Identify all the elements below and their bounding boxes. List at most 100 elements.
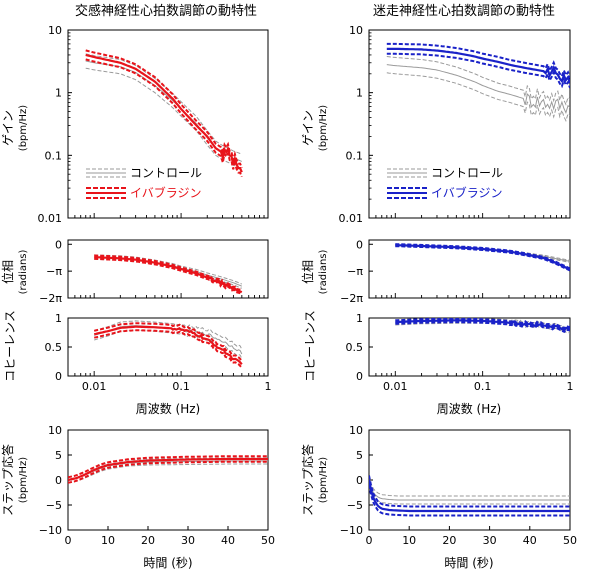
left-coh-xtick-label: 0.1	[172, 380, 190, 393]
right-gain-series-1-lower	[386, 52, 570, 89]
right-step-xtick-label: 50	[563, 534, 577, 547]
left-gain-ylabel: ゲイン (bpm/Hz)	[1, 105, 29, 151]
right-phase-ytick-label: −π	[347, 265, 363, 278]
svg-text:ステップ応答: ステップ応答	[300, 444, 315, 516]
legend-control-label: コントロール	[431, 166, 503, 180]
right-coh-series-1-upper	[395, 318, 570, 330]
svg-text:(bpm/Hz): (bpm/Hz)	[318, 105, 329, 151]
right-phase-panel: 0 −π −2π	[340, 238, 571, 305]
svg-text:(bpm/Hz): (bpm/Hz)	[18, 457, 29, 503]
right-coh-xtick-label: 0.1	[474, 380, 492, 393]
left-step-ytick-label: 10	[48, 424, 62, 437]
svg-text:コヒーレンス: コヒーレンス	[3, 310, 17, 382]
right-gain-series-0-upper	[386, 56, 570, 106]
svg-text:(bpm/Hz): (bpm/Hz)	[18, 105, 29, 151]
svg-text:ステップ応答: ステップ応答	[0, 444, 15, 516]
left-phase-ytick-label: −2π	[39, 292, 62, 305]
left-phase-panel: 0 −π −2π	[39, 238, 269, 305]
right-step-xtick-label: 40	[523, 534, 537, 547]
left-step-ytick-label: −5	[46, 499, 62, 512]
svg-text:位相: 位相	[300, 260, 315, 284]
right-step-series-0-mean	[369, 479, 570, 501]
right-coh-panel: 0 0.5 1 0.01 0.1 1	[346, 312, 574, 393]
left-gain-series-0-upper	[85, 53, 243, 155]
left-coh-ytick-label: 0.5	[45, 341, 63, 354]
left-step-xtick-label: 20	[141, 534, 155, 547]
left-gain-series-0-lower	[85, 67, 242, 169]
right-gain-series-0-mean	[386, 64, 570, 114]
right-coh-series-1-lower	[395, 321, 570, 334]
right-gain-ytick-label: 1	[356, 87, 363, 100]
left-phase-ytick-label: −π	[46, 265, 62, 278]
left-gain-series-1-lower	[85, 58, 243, 178]
right-phase-ytick-label: 0	[356, 238, 363, 251]
left-step-xtick-label: 10	[101, 534, 115, 547]
right-coh-xtick-label: 0.01	[383, 380, 408, 393]
right-step-xtick-label: 10	[402, 534, 416, 547]
right-step-series-1-lower	[369, 484, 570, 517]
left-coh-ytick-label: 0	[55, 370, 62, 383]
right-step-series-0-upper	[369, 475, 570, 497]
svg-text:(bpm/Hz): (bpm/Hz)	[318, 457, 329, 503]
legend-drug-label: イバブラジン	[431, 185, 503, 200]
left-step-series-0-lower	[68, 463, 268, 484]
right-gain-ylabel: ゲイン (bpm/Hz)	[301, 105, 329, 151]
right-coh-ytick-label: 1	[356, 312, 363, 325]
left-phase-ylabel: 位相 (radians)	[0, 249, 29, 294]
right-gain-ytick-label: 0.1	[346, 149, 364, 162]
left-step-xtick-label: 40	[221, 534, 235, 547]
right-step-series-0-lower	[369, 483, 570, 505]
right-step-ytick-label: 0	[356, 474, 363, 487]
left-phase-series-1-mean	[94, 256, 243, 294]
left-coh-xtick-label: 0.01	[82, 380, 107, 393]
right-coh-ytick-label: 0.5	[346, 341, 364, 354]
legend-control-label: コントロール	[130, 166, 202, 180]
left-step-ytick-label: −10	[39, 524, 62, 537]
left-coh-ylabel: コヒーレンス	[3, 310, 17, 382]
left-freq-xlabel: 周波数 (Hz)	[136, 401, 201, 416]
left-gain-series-1-mean	[85, 53, 243, 173]
right-gain-series-0-lower	[386, 72, 570, 123]
left-gain-ytick-label: 0.01	[38, 212, 63, 225]
left-time-xlabel: 時間 (秒)	[143, 556, 192, 570]
left-gain-ytick-label: 10	[48, 24, 62, 37]
left-step-series-1-upper	[68, 455, 268, 479]
right-step-ytick-label: 10	[349, 424, 363, 437]
right-step-panel: −10 −5 0 5 10 0 10 20 30 40 50	[340, 424, 577, 547]
left-step-panel: −10 −5 0 5 10 0 10 20 30 40 50	[39, 424, 275, 547]
left-gain-ytick-label: 0.1	[45, 149, 63, 162]
left-step-series-1-lower	[68, 460, 268, 484]
right-step-ylabel: ステップ応答 (bpm/Hz)	[300, 444, 329, 516]
right-gain-series-1-upper	[386, 42, 570, 79]
left-title: 交感神経性心拍数調節の動特性	[75, 3, 257, 19]
left-phase-ytick-label: 0	[55, 238, 62, 251]
left-coh-series-1-mean	[93, 325, 243, 366]
right-phase-series-1-mean	[395, 244, 570, 271]
svg-text:ゲイン: ゲイン	[1, 110, 15, 146]
right-freq-xlabel: 周波数 (Hz)	[437, 401, 502, 416]
left-step-xtick-label: 50	[261, 534, 275, 547]
right-coh-series-1-mean	[395, 319, 570, 332]
left-phase-series-1-lower	[94, 257, 243, 295]
left-gain-series-1-upper	[85, 49, 243, 169]
svg-text:(radians): (radians)	[318, 249, 329, 294]
right-phase-ytick-label: −2π	[340, 292, 363, 305]
left-coh-series-1-upper	[93, 322, 243, 362]
svg-text:ゲイン: ゲイン	[301, 110, 315, 146]
left-step-series-1-mean	[68, 457, 268, 482]
left-step-ytick-label: 5	[55, 449, 62, 462]
right-title: 迷走神経性心拍数調節の動特性	[373, 4, 555, 19]
svg-text:位相: 位相	[0, 260, 15, 284]
right-coh-frame	[368, 317, 571, 377]
left-coh-xtick-label: 1	[265, 380, 272, 393]
left-gain-ytick-label: 1	[55, 87, 62, 100]
left-coh-series-1-lower	[93, 329, 243, 369]
left-step-xtick-label: 30	[181, 534, 195, 547]
left-step-frame	[67, 429, 269, 531]
svg-text:コヒーレンス: コヒーレンス	[303, 310, 317, 382]
